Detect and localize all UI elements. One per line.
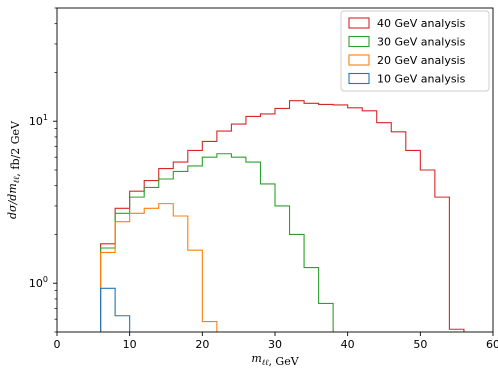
y-tick-label: 100 [29,275,48,290]
x-tick-label: 30 [268,338,282,351]
legend-swatch [348,72,370,85]
x-axis-ticks: 0 10 20 30 40 50 60 [54,332,498,351]
legend-label: 30 GeV analysis [377,36,466,49]
series-layer [100,100,465,332]
series-line-20-gev [100,203,218,332]
series-line-30-gev [100,153,334,332]
legend-swatch [348,35,370,48]
legend-swatch [348,17,370,29]
y-axis-label: dσ/dmℓℓ, fb/2 GeV [6,120,22,219]
legend-box [340,10,490,92]
y-tick-label: 101 [29,113,48,128]
x-tick-label: 0 [54,338,61,351]
x-tick-label: 50 [413,338,427,351]
x-tick-label: 10 [123,338,137,351]
legend-swatch [348,54,370,66]
legend-label: 20 GeV analysis [377,54,466,67]
x-tick-label: 60 [486,338,498,351]
legend-label: 10 GeV analysis [377,73,466,86]
x-axis-label: mℓℓ, GeV [251,352,299,368]
x-tick-label: 40 [341,338,355,351]
legend: 40 GeV analysis 30 GeV analysis 20 GeV ana… [340,10,490,92]
series-line-40-gev [100,100,465,332]
y-axis-ticks: 100 101 [29,7,57,333]
x-tick-label: 20 [195,338,209,351]
legend-label: 40 GeV analysis [377,17,466,30]
series-line-10-gev [100,287,131,332]
